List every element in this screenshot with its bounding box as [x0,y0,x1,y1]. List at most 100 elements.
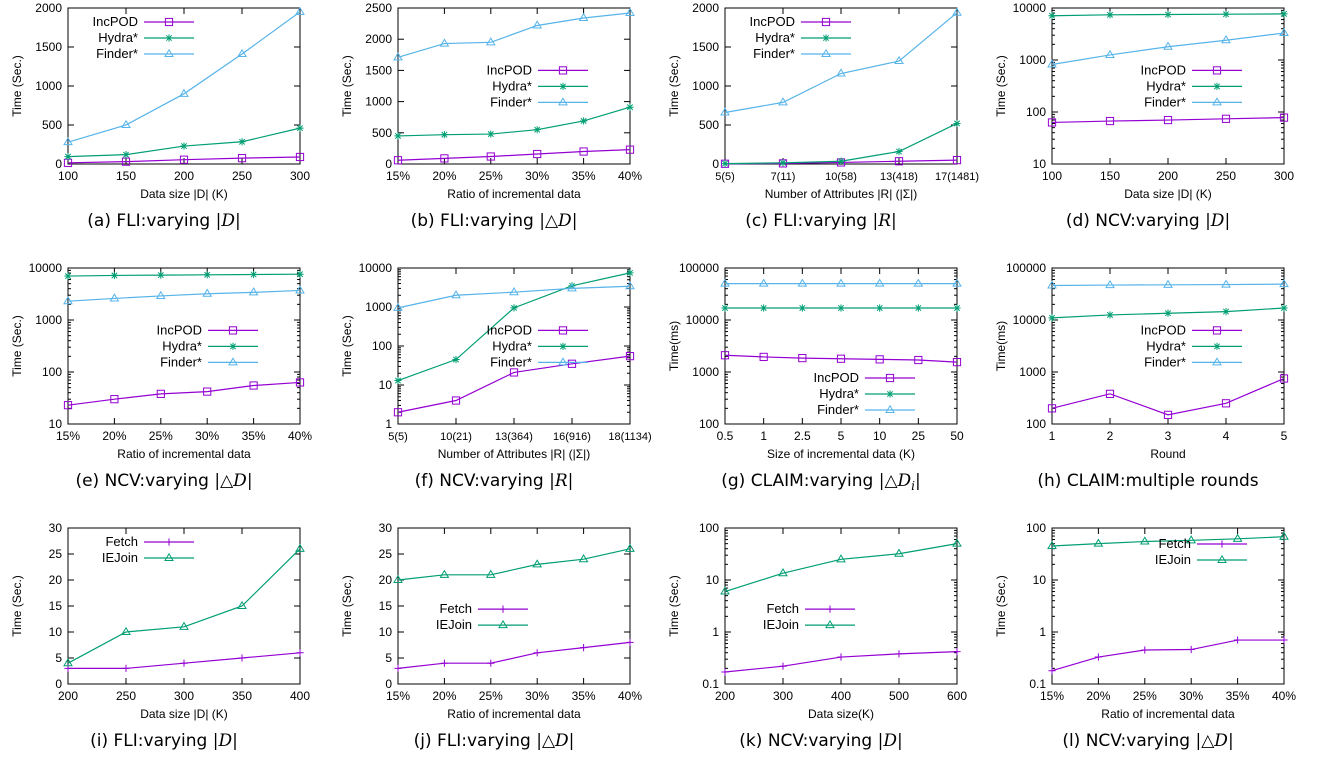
x-tick-label: 2 [1107,429,1114,443]
series-hydra [394,103,634,140]
y-tick-label: 10 [379,378,393,392]
data-point-hydra [394,132,402,140]
data-point-incpod [1221,399,1231,408]
x-tick-label: 0.5 [717,429,734,443]
caption-bar: | [1205,211,1211,231]
chart-b: 0 500 1000 1500 2000 2500 15% 20% 25% 30% 35% 40% Ra… [340,1,642,231]
legend-marker-finder [164,48,174,58]
data-point-fetch [180,659,188,667]
caption-a: (a) FLI:varying |D| [87,211,240,231]
legend-marker-fetch [499,605,507,613]
series-hydra [1048,10,1288,20]
data-point-hydra [1280,10,1288,18]
y-tick-label: 1500 [365,63,392,77]
caption-label: (l) [1062,731,1085,751]
data-point-fetch [533,649,541,657]
legend-marker-fetch [826,605,834,613]
data-point-iejoin [894,548,904,557]
data-point-finder [63,296,73,305]
legend-label-incpod: IncPOD [156,322,202,337]
caption-bar: | [872,211,878,231]
caption-math: D [1210,211,1225,231]
data-point-finder [237,48,247,58]
x-tick-label: 35% [1226,689,1250,703]
x-axis-label: Size of incremental data (K) [767,447,915,461]
caption-c: (c) FLI:varying |R| [745,211,897,231]
series-finder [393,7,635,61]
caption-math: △D [1201,731,1228,751]
x-tick-label: 300 [773,689,793,703]
legend-label-iejoin: IEJoin [436,617,472,632]
y-axis-label: Time (Sec.) [667,575,681,637]
x-tick-label: 7(11) [771,171,796,183]
y-tick-label: 10000 [1013,313,1047,327]
data-point-iejoin [1093,538,1104,547]
caption-math: R [877,211,891,231]
data-point-iejoin [952,538,962,547]
legend-marker-finder [558,357,568,366]
data-point-incpod [625,145,635,154]
series-finder [1047,278,1289,289]
x-tick-label: 17(1481) [935,171,979,183]
data-point-iejoin [836,554,846,563]
data-point-incpod [110,395,119,404]
legend-marker-incpod [1212,66,1222,75]
x-tick-label: 350 [232,689,252,703]
data-point-incpod [1221,114,1231,123]
chart-e: 10 100 1000 10000 15% 20% 25% 30% 35% 40% Ratio of… [10,261,312,491]
data-point-iejoin [1279,531,1289,540]
series-incpod [63,152,305,167]
y-tick-label: 1500 [35,40,62,54]
x-tick-label: 10(58) [825,171,857,183]
series-fetch [64,649,304,672]
data-point-hydra [760,304,768,312]
y-tick-label: 25 [379,547,393,561]
data-point-hydra [250,270,258,279]
data-point-finder [567,283,577,292]
data-point-finder [836,68,846,77]
caption-text: NCV:varying [105,471,215,491]
x-tick-label: 13(418) [880,171,918,183]
data-point-incpod [579,147,588,156]
x-tick-label: 30% [195,429,219,443]
series-line-finder [724,12,958,114]
data-point-incpod [203,387,212,396]
data-point-finder [202,288,213,297]
x-tick-label: 400 [831,689,851,703]
caption-b: (b) FLI:varying |△D| [411,211,578,231]
legend-marker-finder [1212,97,1222,106]
y-tick-label: 10000 [29,261,63,275]
legend-label-finder: Finder* [1144,94,1186,109]
series-line-hydra [724,122,958,165]
legend-marker-hydra [886,390,894,398]
x-tick-label: 10(21) [440,431,472,443]
y-tick-label: 2500 [365,1,392,15]
series-finder [393,281,635,311]
data-point-finder [1221,279,1231,288]
data-point-hydra [180,142,188,150]
legend-marker-finder [885,404,895,414]
series-incpod [393,352,635,417]
y-axis-label: Time (Sec.) [667,55,681,117]
series-incpod [63,378,305,410]
data-point-finder [63,136,73,146]
legend-label-fetch: Fetch [439,601,472,616]
series-line-hydra [397,106,631,137]
caption-math: △D [545,211,572,231]
data-point-iejoin [295,543,305,552]
x-tick-label: 200 [1158,169,1178,183]
y-axis-label: Time (Sec.) [340,315,354,377]
y-axis-label: Time (Sec.) [994,55,1008,117]
data-point-hydra [626,103,634,111]
data-point-finder [179,88,189,97]
y-axis-label: Time (Sec.) [10,55,24,117]
data-point-fetch [238,654,246,662]
data-point-finder [1105,49,1115,58]
x-tick-label: 300 [1274,169,1294,183]
chart-a: 0 500 1000 1500 2000 100 150 200 250 300 Data size… [10,1,310,231]
caption-i: (i) FLI:varying |D| [90,731,238,751]
caption-bar: | [569,731,575,751]
y-tick-label: 1000 [365,300,392,314]
data-point-iejoin [1047,540,1057,550]
